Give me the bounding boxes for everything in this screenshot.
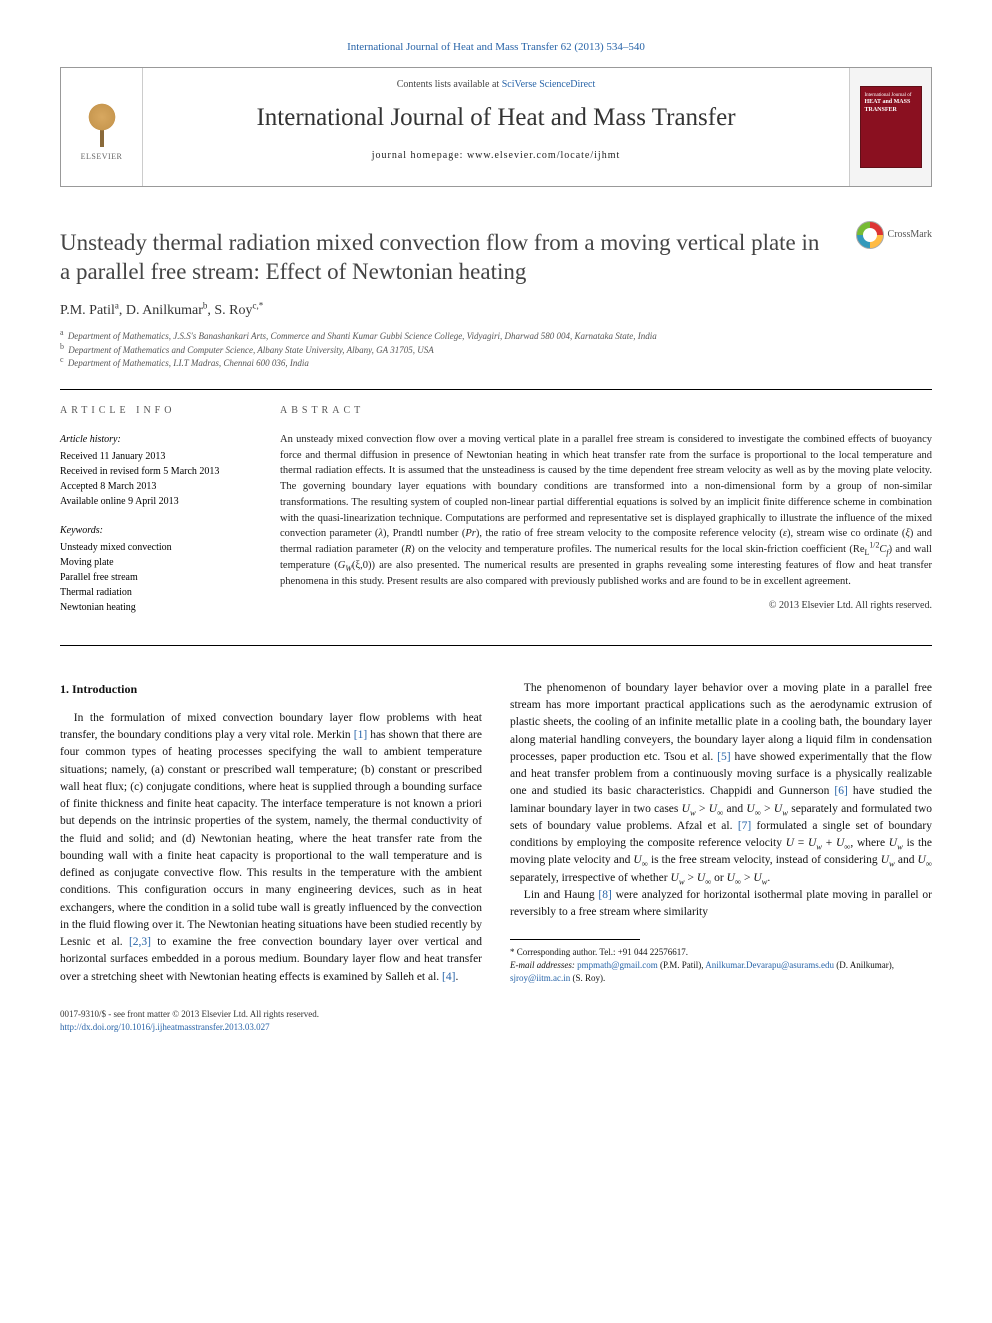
doi-link[interactable]: http://dx.doi.org/10.1016/j.ijheatmasstr… [60, 1022, 270, 1032]
keyword-line: Moving plate [60, 555, 262, 570]
cite-5[interactable]: [5] [717, 751, 730, 763]
issn-copyright-line: 0017-9310/$ - see front matter © 2013 El… [60, 1008, 932, 1021]
history-line: Available online 9 April 2013 [60, 494, 262, 509]
journal-citation-line: International Journal of Heat and Mass T… [60, 40, 932, 55]
footnote-separator [510, 939, 640, 940]
name-anilkumar: (D. Anilkumar), [834, 960, 894, 970]
contents-lists-prefix: Contents lists available at [397, 79, 502, 90]
cover-line2: HEAT and MASS [865, 99, 911, 105]
history-line: Received in revised form 5 March 2013 [60, 464, 262, 479]
keyword-line: Unsteady mixed convection [60, 540, 262, 555]
elsevier-logo: ELSEVIER [74, 92, 130, 162]
cite-4[interactable]: [4] [442, 971, 455, 983]
article-info-column: ARTICLE INFO Article history: Received 1… [60, 390, 280, 645]
email-patil[interactable]: pmpmath@gmail.com [577, 960, 658, 970]
authors-line: P.M. Patila, D. Anilkumarb, S. Royc,* [60, 301, 932, 321]
cite-8[interactable]: [8] [598, 889, 611, 901]
footnotes: * Corresponding author. Tel.: +91 044 22… [510, 946, 932, 984]
elsevier-tree-icon [82, 103, 122, 147]
history-line: Accepted 8 March 2013 [60, 479, 262, 494]
crossmark-icon [856, 221, 884, 249]
emails-label: E-mail addresses: [510, 960, 577, 970]
history-line: Received 11 January 2013 [60, 449, 262, 464]
name-patil: (P.M. Patil), [658, 960, 706, 970]
journal-cover-thumb: International Journal of HEAT and MASS T… [860, 86, 922, 168]
keyword-line: Newtonian heating [60, 600, 262, 615]
section-heading-intro: 1. Introduction [60, 680, 482, 698]
email-roy[interactable]: sjroy@iitm.ac.in [510, 973, 570, 983]
cite-7[interactable]: [7] [738, 820, 751, 832]
abstract-text: An unsteady mixed convection flow over a… [280, 432, 932, 590]
abstract-head: ABSTRACT [280, 404, 932, 418]
affiliation-line: b Department of Mathematics and Computer… [60, 344, 932, 358]
cover-line1: International Journal of [865, 93, 912, 98]
article-info-head: ARTICLE INFO [60, 404, 262, 418]
keywords-block: Keywords: Unsteady mixed convectionMovin… [60, 523, 262, 615]
keywords-head: Keywords: [60, 523, 262, 538]
abstract-column: ABSTRACT An unsteady mixed convection fl… [280, 390, 932, 645]
body-two-column: 1. Introduction In the formulation of mi… [60, 680, 932, 986]
article-history-block: Article history: Received 11 January 201… [60, 432, 262, 509]
cite-6[interactable]: [6] [834, 785, 847, 797]
article-title: Unsteady thermal radiation mixed convect… [60, 229, 932, 287]
publisher-logo-box: ELSEVIER [61, 68, 143, 186]
crossmark-label: CrossMark [888, 228, 932, 242]
sciencedirect-link[interactable]: SciVerse ScienceDirect [502, 79, 596, 90]
masthead: ELSEVIER Contents lists available at Sci… [60, 67, 932, 187]
journal-title: International Journal of Heat and Mass T… [155, 100, 837, 135]
corresponding-author-note: * Corresponding author. Tel.: +91 044 22… [510, 946, 932, 959]
intro-paragraph-2: The phenomenon of boundary layer behavio… [510, 680, 932, 887]
masthead-center: Contents lists available at SciVerse Sci… [143, 68, 849, 186]
keyword-line: Parallel free stream [60, 570, 262, 585]
email-addresses-line: E-mail addresses: pmpmath@gmail.com (P.M… [510, 959, 932, 984]
p1e: . [455, 971, 458, 983]
p1b: has shown that there are four common typ… [60, 729, 482, 931]
intro-paragraph-3: Lin and Haung [8] were analyzed for hori… [510, 887, 932, 922]
article-history-head: Article history: [60, 432, 262, 447]
abstract-copyright: © 2013 Elsevier Ltd. All rights reserved… [280, 599, 932, 613]
crossmark-badge[interactable]: CrossMark [856, 221, 932, 249]
affiliation-line: a Department of Mathematics, J.S.S's Ban… [60, 330, 932, 344]
affiliation-line: c Department of Mathematics, I.I.T Madra… [60, 357, 932, 371]
p3a: Lin and Haung [524, 889, 599, 901]
journal-cover-box: International Journal of HEAT and MASS T… [849, 68, 931, 186]
journal-homepage-link[interactable]: www.elsevier.com/locate/ijhmt [467, 150, 620, 161]
cite-1[interactable]: [1] [354, 729, 367, 741]
email-anilkumar[interactable]: Anilkumar.Devarapu@asurams.edu [705, 960, 834, 970]
page-footer: 0017-9310/$ - see front matter © 2013 El… [60, 1008, 932, 1033]
cite-2-3[interactable]: [2,3] [129, 936, 151, 948]
name-roy: (S. Roy). [570, 973, 605, 983]
info-abstract-row: ARTICLE INFO Article history: Received 1… [60, 390, 932, 646]
journal-homepage-line: journal homepage: www.elsevier.com/locat… [155, 149, 837, 163]
publisher-name: ELSEVIER [81, 151, 123, 162]
keyword-line: Thermal radiation [60, 585, 262, 600]
cover-thumb-text: International Journal of HEAT and MASS T… [861, 87, 921, 119]
affiliations: a Department of Mathematics, J.S.S's Ban… [60, 330, 932, 371]
intro-paragraph-1: In the formulation of mixed convection b… [60, 710, 482, 986]
cover-line3: TRANSFER [865, 107, 897, 113]
contents-lists-line: Contents lists available at SciVerse Sci… [155, 78, 837, 92]
homepage-prefix: journal homepage: [372, 150, 467, 161]
